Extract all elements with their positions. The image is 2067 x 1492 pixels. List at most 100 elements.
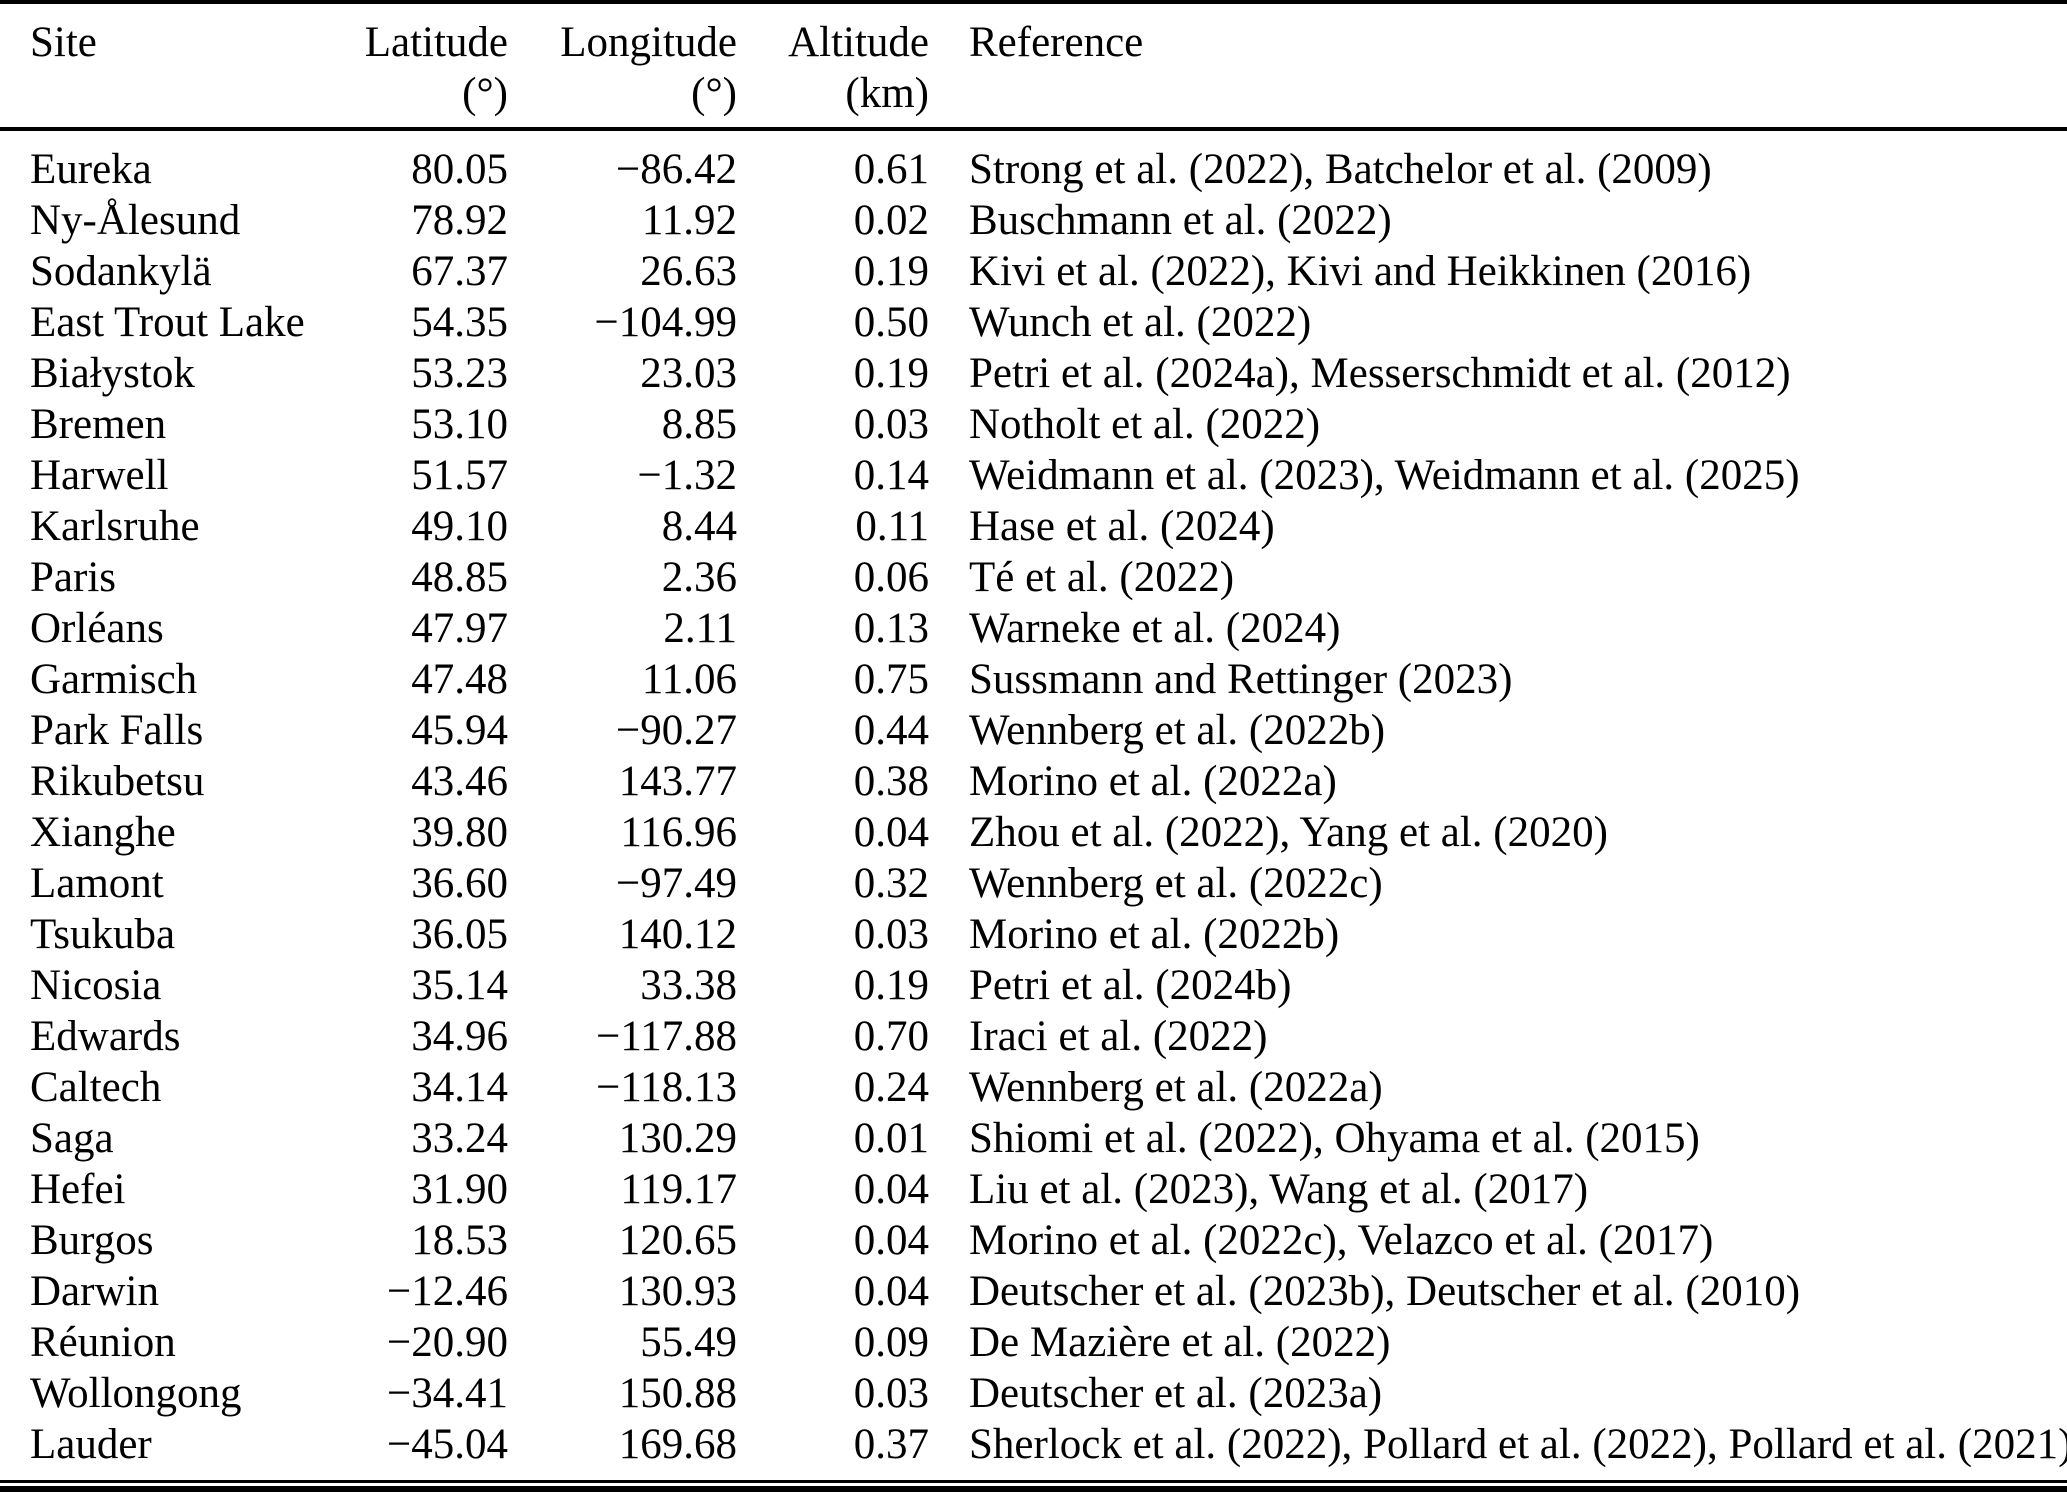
reference-cell: Morino et al. (2022a) (969, 758, 1337, 805)
site-cell: Harwell (30, 452, 169, 499)
table-row: Park Falls 45.94 −90.27 0.44 Wennberg et… (0, 705, 2067, 756)
table-row: Caltech 34.14 −118.13 0.24 Wennberg et a… (0, 1062, 2067, 1113)
altitude-cell: 0.02 (853, 197, 929, 244)
latitude-cell: 33.24 (411, 1115, 508, 1162)
longitude-cell: 120.65 (618, 1217, 737, 1264)
table-row: Harwell 51.57 −1.32 0.14 Weidmann et al.… (0, 450, 2067, 501)
altitude-cell: 0.04 (853, 1166, 929, 1213)
reference-cell: Buschmann et al. (2022) (969, 197, 1392, 244)
site-cell: Białystok (30, 350, 195, 397)
site-cell: Burgos (30, 1217, 154, 1264)
site-cell: Ny-Ålesund (30, 197, 241, 244)
longitude-cell: 143.77 (618, 758, 737, 805)
longitude-cell: 26.63 (640, 248, 737, 295)
altitude-cell: 0.04 (853, 1217, 929, 1264)
latitude-cell: 35.14 (411, 962, 508, 1009)
longitude-cell: 33.38 (640, 962, 737, 1009)
col-unit-altitude: (km) (845, 70, 929, 117)
reference-cell: Sussmann and Rettinger (2023) (969, 656, 1513, 703)
longitude-cell: 55.49 (640, 1319, 737, 1366)
longitude-cell: 150.88 (618, 1370, 737, 1417)
site-cell: East Trout Lake (30, 299, 305, 346)
latitude-cell: −12.46 (386, 1268, 508, 1315)
site-cell: Park Falls (30, 707, 204, 754)
table-row: Białystok 53.23 23.03 0.19 Petri et al. … (0, 348, 2067, 399)
latitude-cell: 39.80 (411, 809, 508, 856)
site-cell: Tsukuba (30, 911, 176, 958)
col-header-longitude: Longitude (560, 19, 737, 66)
col-header-site: Site (30, 19, 97, 66)
table-row: Orléans 47.97 2.11 0.13 Warneke et al. (… (0, 603, 2067, 654)
altitude-cell: 0.09 (853, 1319, 929, 1366)
site-cell: Réunion (30, 1319, 176, 1366)
latitude-cell: 67.37 (411, 248, 508, 295)
site-cell: Wollongong (30, 1370, 242, 1417)
reference-cell: Hase et al. (2024) (969, 503, 1275, 550)
table-bottom-rule-thick (0, 1486, 2067, 1492)
reference-cell: Morino et al. (2022b) (969, 911, 1340, 958)
longitude-cell: 23.03 (640, 350, 737, 397)
header-row-labels: Site Latitude Longitude Altitude Referen… (0, 4, 2067, 68)
table-row: Xianghe 39.80 116.96 0.04 Zhou et al. (2… (0, 807, 2067, 858)
latitude-cell: 80.05 (411, 146, 508, 193)
altitude-cell: 0.01 (853, 1115, 929, 1162)
table-row: Burgos 18.53 120.65 0.04 Morino et al. (… (0, 1215, 2067, 1266)
longitude-cell: −117.88 (596, 1013, 737, 1060)
site-cell: Rikubetsu (30, 758, 205, 805)
latitude-cell: −45.04 (386, 1421, 508, 1468)
latitude-cell: 47.48 (411, 656, 508, 703)
longitude-cell: −90.27 (615, 707, 737, 754)
longitude-cell: −104.99 (594, 299, 737, 346)
longitude-cell: 8.44 (661, 503, 737, 550)
latitude-cell: 36.60 (411, 860, 508, 907)
col-unit-longitude: (°) (691, 70, 737, 117)
altitude-cell: 0.06 (853, 554, 929, 601)
reference-cell: Notholt et al. (2022) (969, 401, 1321, 448)
reference-cell: Deutscher et al. (2023b), Deutscher et a… (969, 1268, 1801, 1315)
table-row: Réunion −20.90 55.49 0.09 De Mazière et … (0, 1317, 2067, 1368)
reference-cell: Liu et al. (2023), Wang et al. (2017) (969, 1166, 1589, 1213)
latitude-cell: 34.96 (411, 1013, 508, 1060)
table-row: Rikubetsu 43.46 143.77 0.38 Morino et al… (0, 756, 2067, 807)
altitude-cell: 0.19 (853, 350, 929, 397)
altitude-cell: 0.70 (853, 1013, 929, 1060)
longitude-cell: −86.42 (615, 146, 737, 193)
table-row: Hefei 31.90 119.17 0.04 Liu et al. (2023… (0, 1164, 2067, 1215)
altitude-cell: 0.11 (855, 503, 929, 550)
altitude-cell: 0.37 (853, 1421, 929, 1468)
latitude-cell: 31.90 (411, 1166, 508, 1213)
table-row: Garmisch 47.48 11.06 0.75 Sussmann and R… (0, 654, 2067, 705)
longitude-cell: 130.29 (618, 1115, 737, 1162)
table-row: Wollongong −34.41 150.88 0.03 Deutscher … (0, 1368, 2067, 1419)
altitude-cell: 0.04 (853, 1268, 929, 1315)
site-cell: Edwards (30, 1013, 181, 1060)
site-cell: Hefei (30, 1166, 126, 1213)
table-row: Sodankylä 67.37 26.63 0.19 Kivi et al. (… (0, 246, 2067, 297)
reference-cell: Té et al. (2022) (969, 554, 1235, 601)
table-row: Karlsruhe 49.10 8.44 0.11 Hase et al. (2… (0, 501, 2067, 552)
altitude-cell: 0.13 (853, 605, 929, 652)
table-row: Tsukuba 36.05 140.12 0.03 Morino et al. … (0, 909, 2067, 960)
reference-cell: Zhou et al. (2022), Yang et al. (2020) (969, 809, 1608, 856)
site-cell: Sodankylä (30, 248, 212, 295)
reference-cell: Wennberg et al. (2022a) (969, 1064, 1383, 1111)
longitude-cell: 2.11 (663, 605, 737, 652)
latitude-cell: −34.41 (386, 1370, 508, 1417)
latitude-cell: 34.14 (411, 1064, 508, 1111)
site-cell: Garmisch (30, 656, 198, 703)
reference-cell: De Mazière et al. (2022) (969, 1319, 1391, 1366)
site-cell: Karlsruhe (30, 503, 200, 550)
altitude-cell: 0.50 (853, 299, 929, 346)
header-row-units: (°) (°) (km) (0, 68, 2067, 129)
altitude-cell: 0.19 (853, 248, 929, 295)
latitude-cell: 36.05 (411, 911, 508, 958)
longitude-cell: 140.12 (618, 911, 737, 958)
longitude-cell: 130.93 (618, 1268, 737, 1315)
longitude-cell: −1.32 (637, 452, 737, 499)
table-row: Lauder −45.04 169.68 0.37 Sherlock et al… (0, 1419, 2067, 1470)
tccon-sites-table: Site Latitude Longitude Altitude Referen… (0, 4, 2067, 1470)
latitude-cell: −20.90 (386, 1319, 508, 1366)
table-top-rule (0, 0, 2067, 4)
reference-cell: Wennberg et al. (2022c) (969, 860, 1383, 907)
longitude-cell: 2.36 (661, 554, 737, 601)
